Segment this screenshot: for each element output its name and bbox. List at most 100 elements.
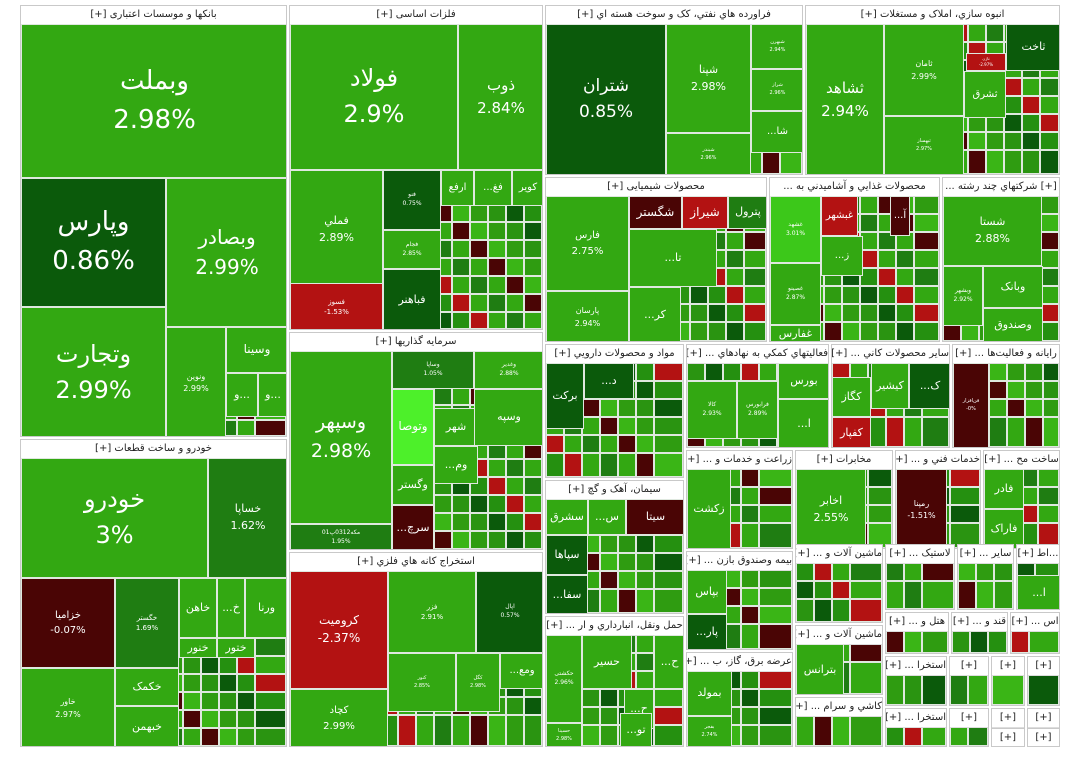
stock-tile[interactable]: پترول <box>728 196 766 229</box>
sector-title[interactable]: سیمان، آهک و گچ [+] <box>546 481 683 500</box>
sector-other1[interactable]: ساير ... [+] <box>957 544 1014 610</box>
sector-title[interactable]: لاستیک ... [+] <box>886 545 954 564</box>
stock-tile[interactable]: ...فغ <box>474 170 512 206</box>
sector-title[interactable]: ساخت مح ... [+] <box>984 451 1059 470</box>
stock-tile[interactable]: وتجارت 2.99% <box>21 307 166 436</box>
sector-title[interactable]: هتل و ... [+] <box>886 613 948 632</box>
stock-tile[interactable]: خاهن <box>179 578 217 638</box>
stock-tile[interactable]: رمپنا -1.51% <box>896 469 947 548</box>
stock-tile[interactable]: شراز 2.96% <box>751 69 802 111</box>
sector-sugar[interactable]: قند و ... [+] <box>951 612 1008 654</box>
stock-tile[interactable]: سپاها <box>546 535 588 575</box>
stock-tile[interactable]: ...ح <box>654 635 683 689</box>
stock-tile[interactable]: فملي 2.89% <box>290 170 383 289</box>
stock-tile[interactable]: غبشهر <box>821 196 858 236</box>
sector-chemicals[interactable]: محصولات شیمیایی [+] فارس 2.75% شگستر شیراز پت… <box>545 177 767 342</box>
stock-tile[interactable]: وگستر <box>392 465 434 505</box>
stock-tile[interactable]: و... <box>226 373 258 417</box>
sector-aux[interactable]: فعاليتهاي کمکي به نهادهاي ... [+] بورس کال… <box>686 344 829 448</box>
stock-tile[interactable]: وبصادر 2.99% <box>166 178 286 327</box>
stock-tile[interactable]: ...د <box>584 363 634 399</box>
stock-tile[interactable]: خبهمن <box>115 706 179 746</box>
stock-tile[interactable]: شستا 2.88% <box>943 196 1042 266</box>
stock-tile[interactable]: ...ک <box>909 363 949 409</box>
stock-tile[interactable]: خاور 2.97% <box>21 668 115 746</box>
sector-title[interactable]: كاشي و سرام ... [+] <box>796 698 882 717</box>
sector-extract2[interactable]: استخرا ... [+] <box>885 708 947 747</box>
sector-title[interactable]: [+] شرکتهاي چند رشته ... <box>943 178 1059 197</box>
sector-title[interactable]: فعاليتهاي کمکي به نهادهاي ... [+] <box>687 345 828 364</box>
sector-title[interactable]: [+] <box>1028 657 1059 676</box>
stock-tile[interactable]: ...ز <box>821 236 863 276</box>
sector-multi[interactable]: [+] شرکتهاي چند رشته ... شستا 2.88% وبانک وب… <box>942 177 1060 342</box>
stock-tile[interactable]: ...س <box>588 499 626 535</box>
sector-food[interactable]: محصولات غذايي و آشاميدني به ... غشهد 3.01%… <box>769 177 940 342</box>
stock-tile[interactable]: ورنا <box>245 578 286 638</box>
stock-tile[interactable]: ثامان 2.99% <box>884 24 964 116</box>
stock-tile[interactable]: کرومیت -2.37% <box>290 571 388 689</box>
stock-tile[interactable]: ثشاهد 2.94% <box>806 24 884 174</box>
stock-tile[interactable]: پارسان 2.94% <box>546 291 629 341</box>
stock-tile[interactable]: بمولد <box>687 671 732 716</box>
stock-tile[interactable]: ثبهساز 2.97% <box>884 116 964 174</box>
sector-insurance[interactable]: بیمه وصندوق بازن ... [+] بپاس ...پار <box>686 551 793 650</box>
sector-title[interactable]: عرضه برق، گاز، ب ... [+] <box>687 653 792 672</box>
sector-transport[interactable]: حمل ونقل، انبارداري و ار ... [+] حسیر ...ح… <box>545 616 684 747</box>
stock-tile[interactable]: ونوین 2.99% <box>166 327 226 436</box>
sector-minerals[interactable]: ساير محصولات کاني ... [+] کگاز کیشیر ...ک کف… <box>831 344 950 448</box>
stock-tile[interactable]: وبملت 2.98% <box>21 24 286 178</box>
stock-tile[interactable]: وسینا <box>226 327 286 373</box>
sector-title[interactable]: حمل ونقل، انبارداري و ار ... [+] <box>546 617 683 636</box>
sector-title[interactable]: استخرا ... [+] <box>886 709 946 728</box>
sector-telecom[interactable]: مخابرات [+] اخابر 2.55% <box>795 450 893 549</box>
stock-tile[interactable]: وپارس 0.86% <box>21 178 166 307</box>
stock-tile[interactable]: و... <box>258 373 286 417</box>
stock-tile[interactable]: ختور <box>217 638 255 658</box>
sector-p1[interactable]: [+] <box>949 656 989 706</box>
sector-as[interactable]: اس ... [+] <box>1010 612 1060 654</box>
sector-title[interactable]: فراورده هاي نفتي، کک و سوخت هسته اي [+] <box>546 6 802 25</box>
stock-tile[interactable]: ...تو <box>620 713 652 746</box>
stock-tile[interactable]: فسوز -1.53% <box>290 283 383 329</box>
sector-title[interactable]: ماشين آلات و ... [+] <box>796 545 882 564</box>
sector-machines2[interactable]: ماشين آلات و ... [+] بترانس <box>795 625 883 695</box>
stock-tile[interactable]: شیراز <box>682 196 728 229</box>
sector-p8[interactable]: [+] <box>991 728 1025 747</box>
stock-tile[interactable]: ...کر <box>629 287 681 341</box>
stock-tile[interactable]: ...سرچ <box>392 505 434 549</box>
sector-banks[interactable]: بانکها و موسسات اعتباری [+] وبملت 2.98% وپا… <box>20 5 287 437</box>
stock-tile[interactable]: بترانس <box>796 644 844 694</box>
stock-tile[interactable]: شتران 0.85% <box>546 24 666 174</box>
sector-tires[interactable]: لاستیک ... [+] <box>885 544 955 610</box>
stock-tile[interactable]: فباهنر <box>383 269 441 329</box>
stock-tile[interactable]: سشرق <box>546 499 588 535</box>
sector-title[interactable]: قند و ... [+] <box>952 613 1007 632</box>
stock-tile[interactable]: کگاز <box>832 377 871 417</box>
stock-tile[interactable]: فاراک <box>984 509 1024 548</box>
sector-extract1[interactable]: استخرا ... [+] <box>885 656 947 706</box>
sector-brokers[interactable]: سرمایه گذاریها [+] وسپهر 2.98% وساپا 1.05% وغ… <box>289 332 543 550</box>
stock-tile[interactable]: وسپهر 2.98% <box>290 351 392 524</box>
stock-tile[interactable]: وبشهر 2.92% <box>943 266 983 326</box>
stock-tile[interactable]: ...سفا <box>546 575 588 613</box>
sector-title[interactable]: خدمات فني و ... [+] <box>896 451 980 470</box>
sector-title[interactable]: ...اط [+] <box>1017 545 1059 564</box>
sector-agri[interactable]: زراعت و خدمات و ... [+] زکشت <box>686 450 793 549</box>
stock-tile[interactable]: کیشیر <box>871 363 909 409</box>
sector-machines1[interactable]: ماشين آلات و ... [+] <box>795 544 883 623</box>
stock-tile[interactable]: برکت <box>546 363 584 429</box>
stock-tile[interactable]: ...خ <box>217 578 245 638</box>
stock-tile[interactable]: فرابورس 2.89% <box>737 381 778 439</box>
stock-tile[interactable]: ...شا <box>751 111 802 153</box>
stock-tile[interactable]: حسینا 2.98% <box>546 723 582 746</box>
sector-hotel[interactable]: هتل و ... [+] <box>885 612 949 654</box>
sector-devices[interactable]: ساخت مح ... [+] فادر فاراک <box>983 450 1060 549</box>
stock-tile[interactable]: کفپار <box>832 417 871 447</box>
stock-tile[interactable]: خکمک <box>115 668 179 706</box>
sector-tiles[interactable]: كاشي و سرام ... [+] <box>795 697 883 747</box>
stock-tile[interactable]: فن‌افزار -0% <box>953 363 989 447</box>
stock-tile[interactable]: شگستر <box>629 196 682 229</box>
stock-tile[interactable]: وصندوق <box>983 308 1043 341</box>
stock-tile[interactable]: ...تا <box>629 229 717 287</box>
sector-title[interactable]: رايانه و فعاليت‌ها ... [+] <box>953 345 1059 364</box>
